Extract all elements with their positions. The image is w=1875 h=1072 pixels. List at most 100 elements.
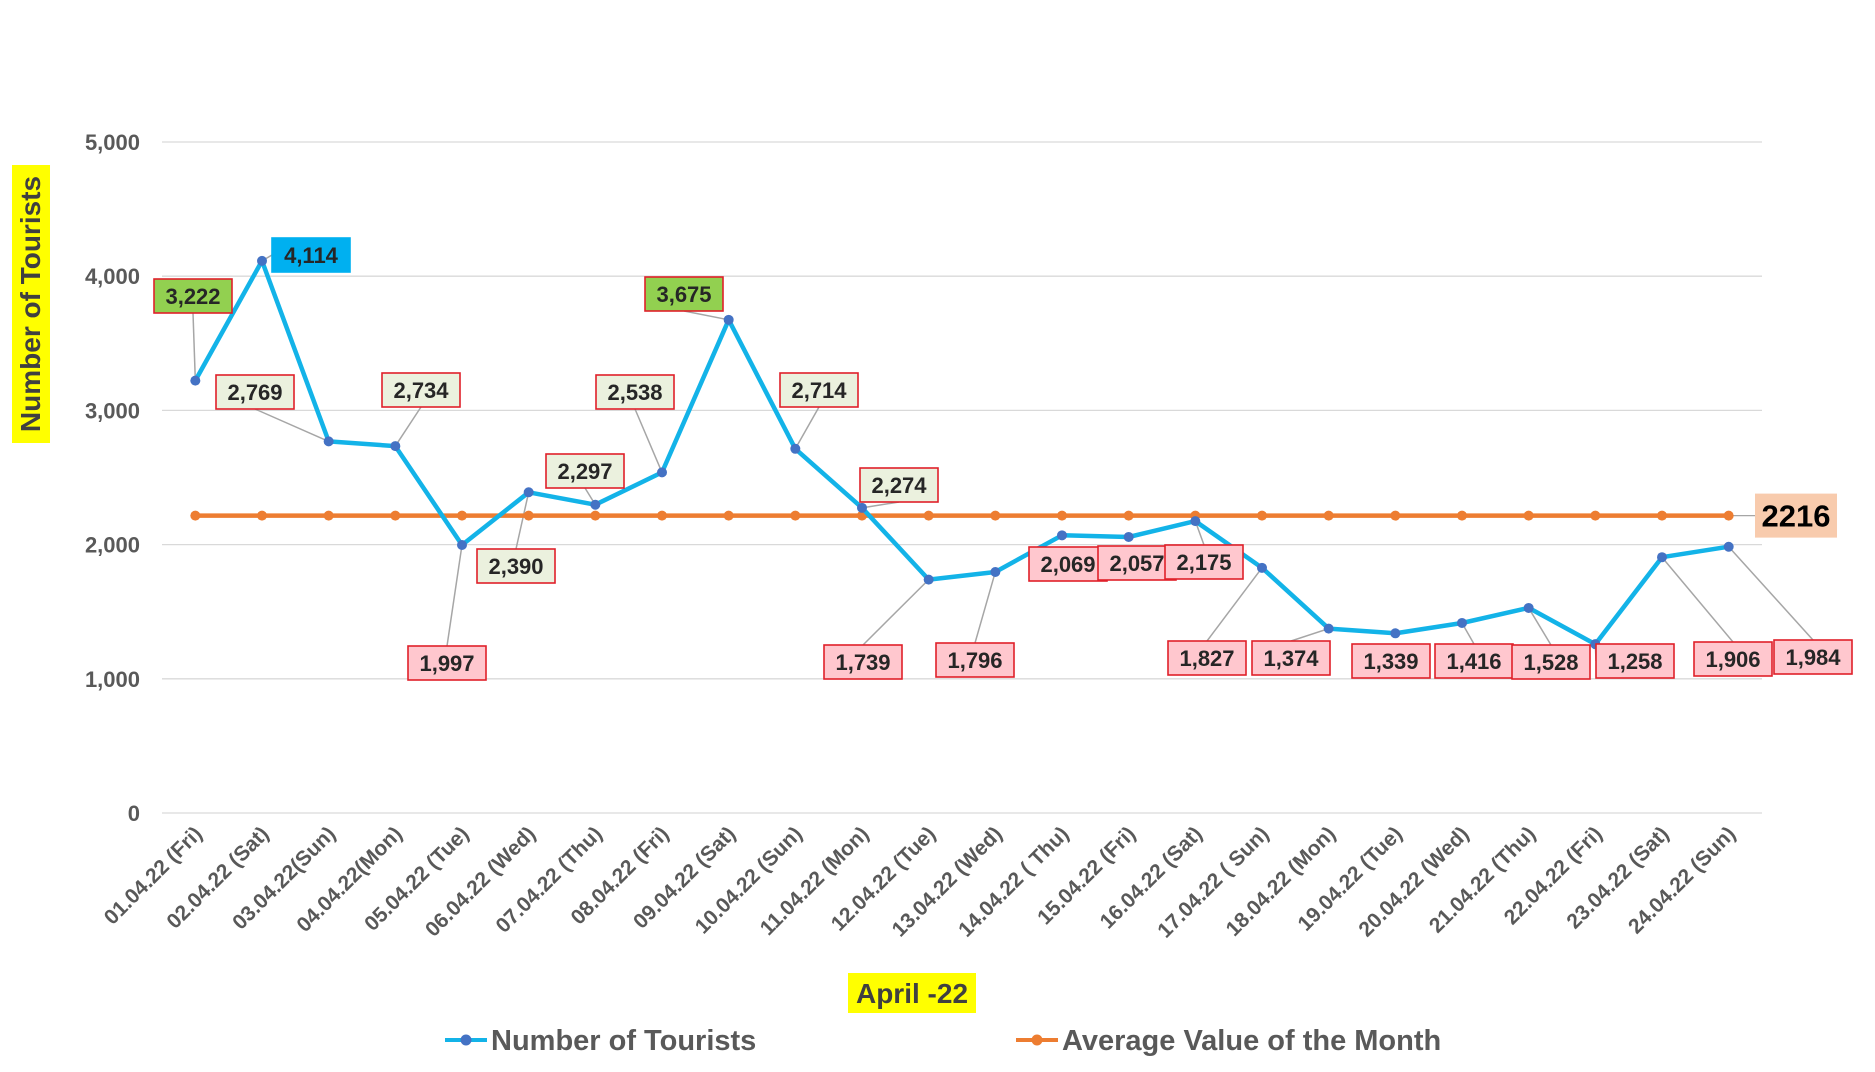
data-label: 3,222 bbox=[153, 278, 233, 314]
data-label-box bbox=[476, 548, 556, 584]
tourists-point bbox=[1457, 617, 1467, 628]
data-label-box bbox=[1351, 643, 1431, 679]
tourists-point bbox=[723, 314, 734, 325]
data-label-text: 2,390 bbox=[488, 554, 543, 579]
data-label: 1,258 bbox=[1595, 643, 1675, 679]
average-point bbox=[1123, 510, 1134, 521]
tourists-point bbox=[1057, 530, 1067, 541]
data-label-box bbox=[153, 278, 233, 314]
data-label-box bbox=[779, 372, 859, 408]
average-point bbox=[1723, 510, 1734, 521]
data-label-text: 1,528 bbox=[1523, 650, 1578, 675]
data-label: 1,997 bbox=[407, 645, 487, 681]
data-label-text: 2,714 bbox=[791, 378, 847, 403]
data-label-text: 2,057 bbox=[1109, 551, 1164, 576]
data-label-box bbox=[859, 467, 939, 503]
y-tick-label: 0 bbox=[128, 801, 140, 826]
data-label-text: 2,297 bbox=[557, 459, 612, 484]
label-leader-line bbox=[515, 492, 530, 550]
data-labels: 3,222 4,114 2,769 2,734 1,997 2,390 2,297 2,538… bbox=[153, 237, 1853, 681]
data-label-text: 3,675 bbox=[656, 282, 711, 307]
legend-tourists-marker-icon bbox=[460, 1034, 472, 1046]
data-label-box bbox=[644, 276, 724, 312]
data-label-box bbox=[1251, 640, 1331, 676]
average-point bbox=[523, 510, 534, 521]
tourists-point bbox=[790, 443, 801, 454]
tourists-point bbox=[457, 540, 467, 551]
tourists-point bbox=[390, 441, 401, 452]
data-label: 1,827 bbox=[1167, 640, 1247, 676]
tourists-point bbox=[1257, 562, 1267, 573]
label-leader-line bbox=[254, 408, 329, 443]
y-tick-label: 4,000 bbox=[85, 264, 140, 289]
label-leader-line bbox=[634, 408, 663, 473]
average-point bbox=[723, 510, 734, 521]
label-leader-line bbox=[1206, 567, 1263, 642]
data-label-text: 3,222 bbox=[165, 284, 220, 309]
y-tick-label: 1,000 bbox=[85, 667, 140, 692]
label-leader-line bbox=[861, 501, 900, 509]
data-label-box bbox=[215, 374, 295, 410]
data-label: 1,339 bbox=[1351, 643, 1431, 679]
tourists-point bbox=[923, 574, 934, 585]
data-label-box bbox=[1028, 546, 1108, 582]
average-point bbox=[1457, 510, 1467, 521]
tourists-point bbox=[1657, 552, 1667, 563]
average-label-text: 2216 bbox=[1762, 499, 1831, 534]
label-leader-line bbox=[862, 579, 930, 646]
x-axis-title-highlight bbox=[848, 973, 976, 1013]
average-label-box bbox=[1755, 493, 1837, 538]
data-label-box bbox=[1595, 643, 1675, 679]
data-label: 1,374 bbox=[1251, 640, 1331, 676]
data-label: 1,906 bbox=[1693, 641, 1773, 677]
label-leader-line bbox=[974, 571, 997, 644]
data-label-box bbox=[935, 642, 1015, 678]
average-point bbox=[657, 510, 667, 521]
tourists-point bbox=[1390, 628, 1401, 639]
data-label: 1,984 bbox=[1773, 639, 1853, 675]
average-series bbox=[190, 510, 1734, 521]
average-point bbox=[1523, 510, 1534, 521]
average-point bbox=[323, 510, 334, 521]
data-label-text: 2,069 bbox=[1040, 552, 1095, 577]
average-point bbox=[457, 510, 467, 521]
data-label-text: 2,538 bbox=[607, 380, 662, 405]
average-point bbox=[1590, 510, 1601, 521]
average-point bbox=[1257, 510, 1267, 521]
data-label: 1,796 bbox=[935, 642, 1015, 678]
data-label: 2,274 bbox=[859, 467, 939, 503]
average-point bbox=[257, 510, 267, 521]
data-label-box bbox=[1511, 644, 1591, 680]
data-label-box bbox=[1434, 643, 1514, 679]
tourists-line bbox=[193, 258, 1730, 647]
label-leader-line bbox=[394, 406, 422, 447]
data-label-text: 1,984 bbox=[1785, 645, 1841, 670]
data-label: 2,714 bbox=[779, 372, 859, 408]
data-label: 2,769 bbox=[215, 374, 295, 410]
y-tick-label: 2,000 bbox=[85, 533, 140, 558]
label-leader-line bbox=[446, 544, 463, 647]
data-label: 2,069 bbox=[1028, 546, 1108, 582]
data-label-box bbox=[595, 374, 675, 410]
gridlines bbox=[162, 141, 1762, 814]
x-axis-title-text: April -22 bbox=[856, 978, 968, 1009]
average-point bbox=[790, 510, 801, 521]
legend-tourists-label: Number of Tourists bbox=[491, 1025, 756, 1057]
data-label: 2,538 bbox=[595, 374, 675, 410]
tourists-series bbox=[190, 255, 1734, 650]
tourists-point bbox=[857, 502, 867, 513]
data-label-text: 1,906 bbox=[1705, 647, 1760, 672]
y-tick-label: 3,000 bbox=[85, 398, 140, 423]
y-axis-title: Number of Tourists bbox=[12, 165, 50, 443]
data-label-text: 1,416 bbox=[1446, 649, 1501, 674]
data-label-box bbox=[407, 645, 487, 681]
legend-item-tourists: Number of Tourists bbox=[445, 1025, 756, 1057]
data-label-box bbox=[1164, 544, 1244, 580]
legend: Number of Tourists Average Value of the … bbox=[445, 1025, 1441, 1057]
tourists-point bbox=[990, 566, 1001, 577]
data-label-text: 1,258 bbox=[1607, 649, 1662, 674]
data-label: 2,057 bbox=[1097, 545, 1177, 581]
data-label-text: 1,374 bbox=[1263, 646, 1319, 671]
